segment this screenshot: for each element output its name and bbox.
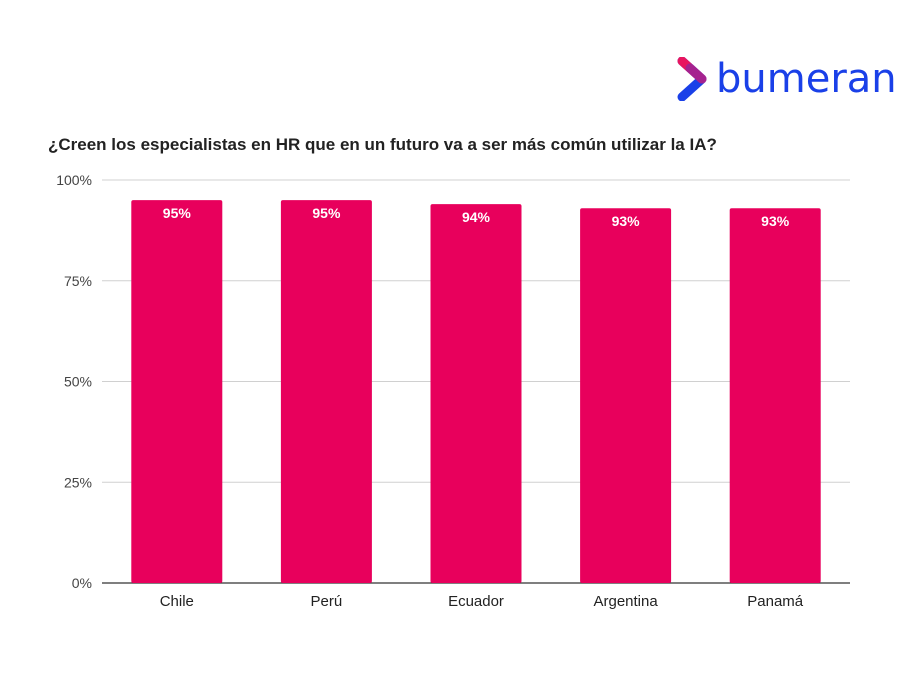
- bar: [430, 204, 522, 583]
- x-tick-label: Argentina: [593, 593, 658, 610]
- x-tick-label: Ecuador: [448, 593, 504, 610]
- bumeran-logo: bumeran: [676, 55, 897, 107]
- y-tick-label: 25%: [64, 474, 92, 490]
- x-tick-label: Perú: [311, 593, 343, 610]
- bumeran-chevron-icon: [677, 57, 707, 101]
- bar: [280, 200, 372, 583]
- brand-name: bumeran: [716, 56, 897, 102]
- data-label: 95%: [163, 205, 192, 221]
- chart-title: ¿Creen los especialistas en HR que en un…: [48, 135, 717, 154]
- data-label: 93%: [612, 213, 641, 229]
- y-tick-label: 75%: [64, 273, 92, 289]
- y-tick-label: 50%: [64, 374, 92, 390]
- bar: [131, 200, 223, 583]
- y-tick-label: 0%: [72, 575, 92, 591]
- data-label: 93%: [761, 213, 790, 229]
- y-tick-label: 100%: [56, 172, 92, 188]
- data-label: 95%: [312, 205, 341, 221]
- x-tick-label: Chile: [160, 593, 194, 610]
- data-label: 94%: [462, 209, 491, 225]
- bar: [729, 208, 821, 583]
- bar: [580, 208, 672, 583]
- x-tick-label: Panamá: [747, 593, 804, 610]
